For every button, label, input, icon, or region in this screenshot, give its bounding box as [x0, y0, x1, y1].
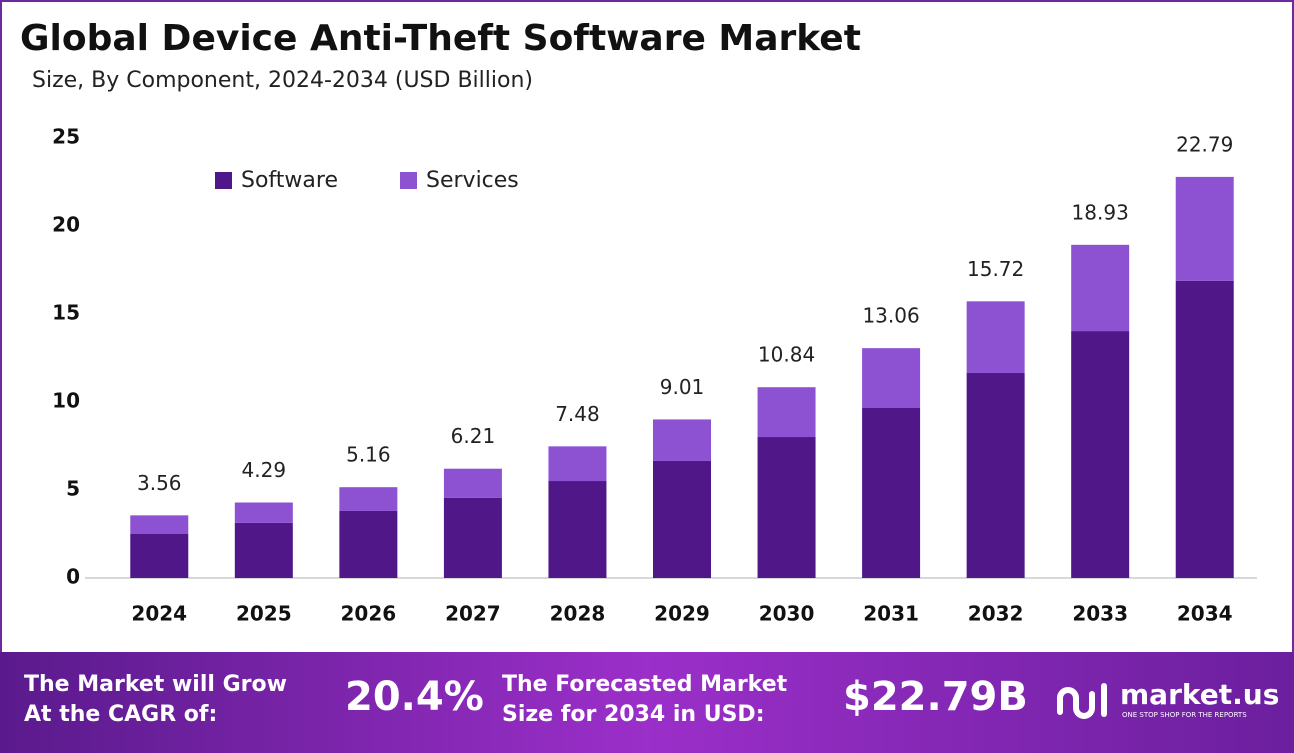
chart-title: Global Device Anti-Theft Software Market: [20, 18, 861, 59]
chart-subtitle: Size, By Component, 2024-2034 (USD Billi…: [32, 68, 533, 93]
brand-name: market.us: [1120, 678, 1279, 711]
brand-tagline: ONE STOP SHOP FOR THE REPORTS: [1122, 711, 1247, 719]
total-label: 13.06: [862, 304, 919, 328]
y-tick-label: 10: [52, 389, 80, 413]
y-tick-label: 25: [52, 125, 80, 149]
x-tick-label: 2033: [1072, 602, 1128, 626]
total-label: 10.84: [758, 343, 815, 367]
bar-segment: [862, 348, 921, 408]
bar-segment: [1175, 280, 1234, 578]
bar-segment: [757, 387, 816, 438]
y-tick-label: 0: [66, 565, 80, 589]
bar-segment: [1175, 176, 1234, 281]
bar-segment: [548, 446, 607, 482]
total-label: 3.56: [137, 471, 182, 495]
legend-swatch: [215, 172, 232, 189]
total-label: 22.79: [1176, 132, 1233, 156]
x-tick-label: 2034: [1177, 602, 1233, 626]
total-label: 18.93: [1072, 200, 1129, 224]
bar-segment: [234, 502, 293, 523]
footer-text: The Forecasted Market: [502, 672, 788, 697]
total-label: 4.29: [242, 458, 287, 482]
footer-text: Size for 2034 in USD:: [502, 702, 765, 727]
bar-segment: [653, 460, 711, 578]
x-tick-label: 2026: [341, 602, 397, 626]
footer-text: At the CAGR of:: [24, 702, 217, 727]
x-tick-label: 2031: [863, 602, 919, 626]
bar-segment: [443, 468, 502, 498]
legend-swatch: [400, 172, 417, 189]
y-tick-label: 20: [52, 213, 80, 237]
x-tick-label: 2032: [968, 602, 1024, 626]
bar-segment: [130, 515, 189, 534]
forecast-value: $22.79B: [843, 674, 1028, 720]
bar-segment: [966, 301, 1025, 373]
bar-segment: [339, 510, 398, 578]
total-label: 15.72: [967, 257, 1024, 281]
x-tick-label: 2028: [550, 602, 606, 626]
legend-label: Services: [426, 168, 519, 193]
total-label: 9.01: [660, 375, 705, 399]
bar-segment: [443, 497, 502, 578]
bar-segment: [862, 407, 921, 578]
total-label: 5.16: [346, 443, 391, 467]
bar-segment: [234, 522, 293, 578]
cagr-value: 20.4%: [345, 674, 484, 720]
x-tick-label: 2029: [654, 602, 710, 626]
x-tick-label: 2024: [131, 602, 187, 626]
footer-text: The Market will Grow: [24, 672, 287, 697]
bar-segment: [757, 437, 816, 578]
bar-segment: [1071, 244, 1130, 332]
brand-logo: [1057, 683, 1107, 719]
total-label: 6.21: [451, 424, 496, 448]
x-tick-label: 2027: [445, 602, 501, 626]
bar-segment: [130, 534, 189, 578]
bar-segment: [548, 481, 607, 578]
total-label: 7.48: [555, 402, 600, 426]
bar-segment: [339, 487, 398, 511]
bar-segment: [966, 372, 1025, 578]
x-tick-label: 2025: [236, 602, 292, 626]
bar-segment: [653, 419, 711, 461]
y-tick-label: 15: [52, 301, 80, 325]
y-tick-label: 5: [66, 477, 80, 501]
x-tick-label: 2030: [759, 602, 815, 626]
legend-label: Software: [241, 168, 338, 193]
bar-segment: [1071, 331, 1130, 578]
